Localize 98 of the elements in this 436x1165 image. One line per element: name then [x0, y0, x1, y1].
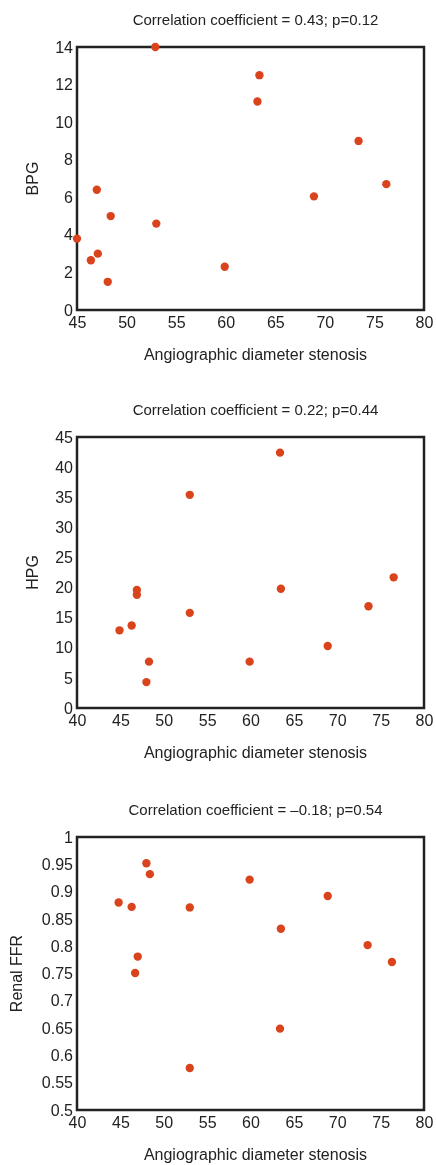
- x-axis-title: Angiographic diameter stenosis: [143, 346, 368, 363]
- x-tick-label: 70: [328, 1114, 347, 1132]
- point: [255, 71, 264, 80]
- point: [152, 219, 161, 228]
- point: [86, 256, 96, 265]
- y-axis-title: BPG: [24, 161, 41, 196]
- point: [92, 185, 102, 194]
- y-tick-label: 0.75: [41, 965, 74, 983]
- y-axis-title: Renal FFR: [8, 934, 25, 1013]
- point: [185, 490, 194, 499]
- x-tick-label: 65: [285, 712, 304, 730]
- x-tick-label: 65: [266, 314, 285, 332]
- point: [127, 621, 136, 630]
- point: [72, 234, 82, 243]
- y-tick-label: 1: [64, 828, 74, 846]
- y-tick-label: 25: [55, 549, 74, 567]
- x-tick-label: 70: [328, 712, 347, 730]
- y-tick-label: 14: [55, 38, 74, 56]
- y-tick-label: 0.55: [41, 1074, 74, 1092]
- point: [275, 1024, 285, 1033]
- x-tick-label: 80: [415, 712, 434, 730]
- point: [382, 179, 391, 189]
- y-tick-label: 0.85: [41, 910, 74, 928]
- y-tick-label: 30: [55, 518, 74, 536]
- point: [185, 1063, 194, 1073]
- point: [323, 641, 332, 651]
- y-tick-label: 10: [55, 639, 74, 657]
- y-tick-label: 0.8: [50, 937, 74, 955]
- point: [185, 608, 194, 618]
- y-tick-label: 10: [55, 113, 74, 131]
- point: [103, 277, 112, 286]
- y-tick-label: 40: [55, 458, 74, 476]
- point: [142, 677, 151, 687]
- y-tick-label: 0.6: [50, 1047, 74, 1065]
- y-axis-title: HPG: [24, 555, 41, 590]
- x-tick-label: 75: [372, 712, 391, 730]
- chart-title: Correlation coefficient = –0.18; p=0.54: [128, 801, 383, 818]
- y-tick-label: 0.9: [50, 883, 74, 901]
- point: [389, 573, 398, 582]
- x-tick-label: 75: [372, 1114, 391, 1132]
- chart-title: Correlation coefficient = 0.43; p=0.12: [132, 11, 379, 28]
- y-tick-label: 20: [55, 579, 74, 597]
- x-axis-title: Angiographic diameter stenosis: [143, 1146, 368, 1163]
- point: [354, 136, 363, 146]
- y-tick-label: 4: [64, 226, 74, 244]
- point: [133, 952, 142, 961]
- point: [323, 891, 332, 901]
- y-tick-label: 12: [55, 76, 74, 94]
- point: [275, 448, 285, 457]
- y-tick-label: 35: [55, 488, 74, 506]
- point: [185, 903, 194, 912]
- x-tick-label: 65: [285, 1114, 304, 1132]
- y-tick-label: 0.7: [50, 992, 74, 1010]
- point: [142, 859, 151, 868]
- y-tick-label: 8: [64, 151, 74, 169]
- point: [145, 869, 155, 879]
- chart-title: Correlation coefficient = 0.22; p=0.44: [132, 401, 379, 418]
- point: [130, 968, 140, 978]
- point: [363, 940, 372, 950]
- y-tick-label: 0.95: [41, 855, 74, 873]
- point: [115, 626, 124, 635]
- x-tick-label: 80: [415, 1114, 434, 1132]
- y-tick-label: 0.65: [41, 1019, 74, 1037]
- x-tick-label: 60: [242, 712, 260, 730]
- x-tick-label: 45: [111, 1114, 130, 1132]
- y-tick-label: 5: [64, 669, 74, 687]
- x-tick-label: 55: [198, 712, 217, 730]
- x-tick-label: 50: [155, 712, 174, 730]
- x-tick-label: 50: [118, 314, 137, 332]
- x-tick-label: 60: [242, 1114, 260, 1132]
- x-tick-label: 55: [198, 1114, 217, 1132]
- x-tick-label: 60: [217, 314, 236, 332]
- point: [276, 924, 286, 933]
- x-tick-label: 80: [415, 314, 434, 332]
- x-tick-label: 45: [111, 712, 130, 730]
- point: [144, 657, 154, 666]
- point: [220, 262, 229, 271]
- point: [364, 602, 373, 611]
- point: [127, 902, 136, 912]
- point: [106, 211, 115, 221]
- x-tick-label: 55: [167, 314, 186, 332]
- y-tick-label: 15: [55, 609, 74, 627]
- x-axis-title: Angiographic diameter stenosis: [143, 744, 368, 761]
- point: [245, 657, 254, 666]
- point: [93, 249, 102, 258]
- point: [387, 957, 397, 967]
- point: [253, 97, 262, 106]
- y-tick-label: 2: [64, 264, 74, 282]
- y-tick-label: 6: [64, 188, 74, 206]
- x-tick-label: 50: [155, 1114, 174, 1132]
- point: [151, 42, 160, 52]
- y-tick-label: 45: [55, 428, 74, 446]
- point: [276, 584, 286, 593]
- point: [245, 875, 254, 884]
- x-tick-label: 75: [366, 314, 384, 332]
- point: [309, 192, 319, 201]
- point: [114, 898, 123, 907]
- x-tick-label: 70: [316, 314, 335, 332]
